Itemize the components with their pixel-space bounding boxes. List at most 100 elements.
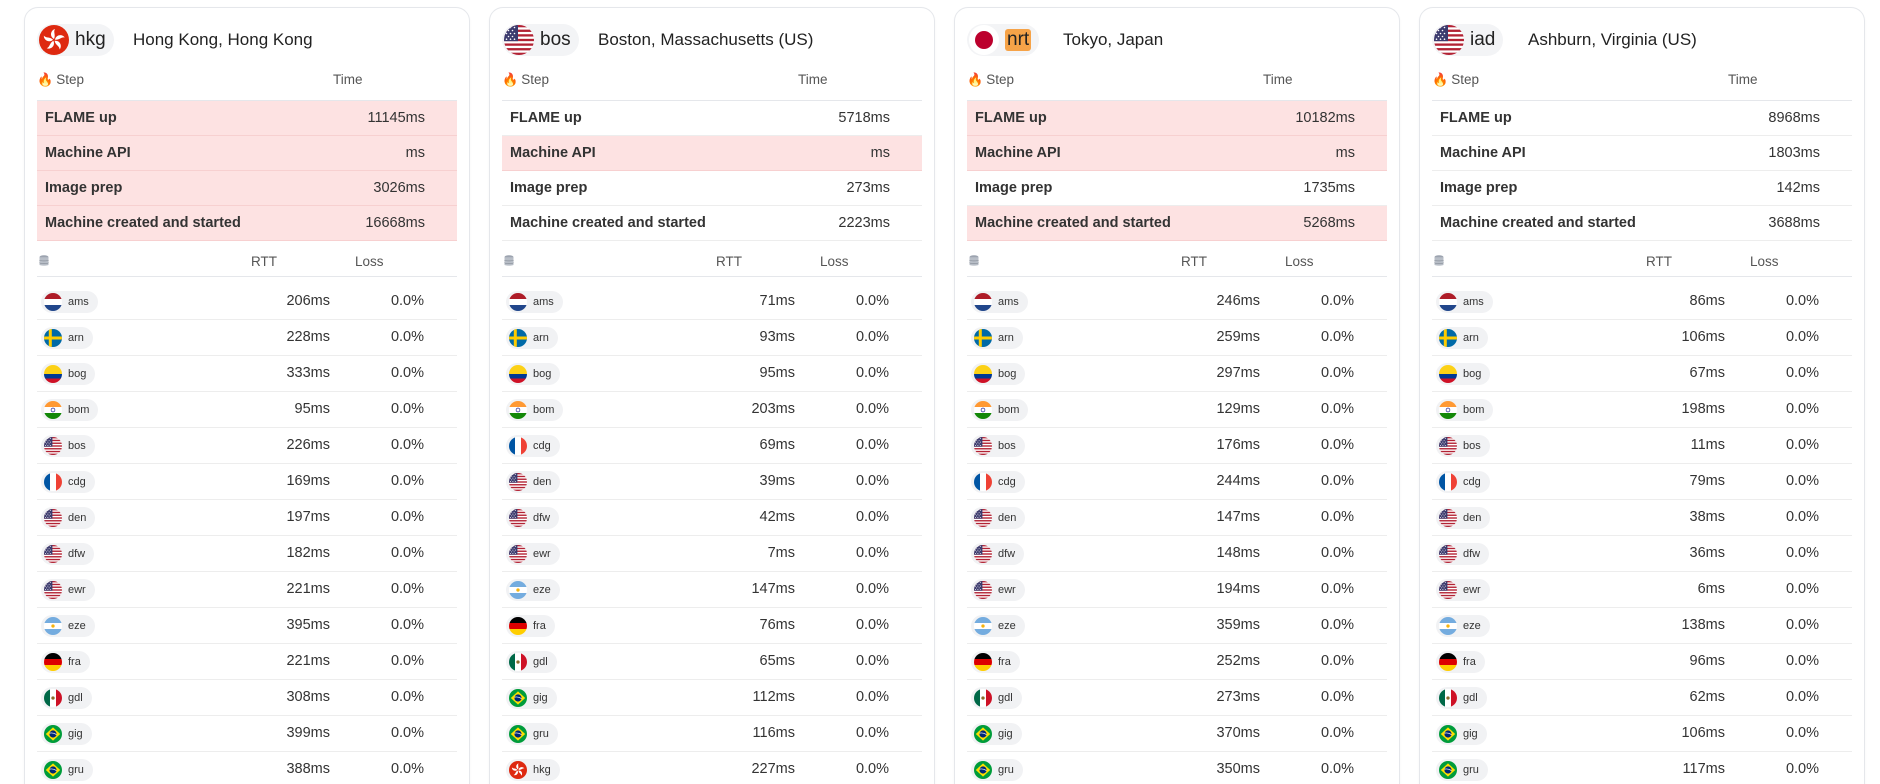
- loss-value: 0.0%: [1320, 293, 1354, 309]
- us-flag-icon: [1434, 25, 1464, 55]
- rtt-value: 297ms: [1216, 365, 1260, 381]
- target-region-badge: bos: [1436, 435, 1490, 457]
- step-time: 3688ms: [1768, 215, 1820, 231]
- step-time: 10182ms: [1295, 110, 1355, 126]
- loss-value: 0.0%: [1320, 581, 1354, 597]
- step-row-image-prep: Image prep 142ms: [1432, 171, 1852, 206]
- rtt-value: 246ms: [1216, 293, 1260, 309]
- target-region-badge: dfw: [506, 507, 560, 529]
- br-flag-icon: [44, 761, 62, 779]
- in-flag-icon: [974, 401, 992, 419]
- target-region-badge: den: [506, 471, 561, 493]
- target-region-code: gig: [533, 692, 548, 704]
- rtt-column-header: RTT: [251, 254, 277, 269]
- target-region-code: ewr: [533, 548, 551, 560]
- region-code: bos: [540, 29, 571, 50]
- mx-flag-icon: [1439, 689, 1457, 707]
- se-flag-icon: [44, 329, 62, 347]
- ping-row-ams: ams 206ms 0.0%: [37, 284, 457, 320]
- loss-value: 0.0%: [855, 329, 889, 345]
- ping-row-bos: bos 11ms 0.0%: [1432, 428, 1852, 464]
- loss-value: 0.0%: [390, 653, 424, 669]
- loss-value: 0.0%: [390, 473, 424, 489]
- target-region-code: bos: [1463, 440, 1481, 452]
- rtt-value: 62ms: [1689, 689, 1725, 705]
- ping-row-cdg: cdg 169ms 0.0%: [37, 464, 457, 500]
- ping-table-header: RTT Loss: [967, 251, 1387, 277]
- target-region-badge: bom: [506, 399, 564, 421]
- rtt-value: 117ms: [1682, 761, 1725, 777]
- rtt-value: 147ms: [1216, 509, 1260, 525]
- step-row-machine-created-and-started: Machine created and started 2223ms: [502, 206, 922, 241]
- loss-value: 0.0%: [855, 761, 889, 777]
- ping-row-arn: arn 228ms 0.0%: [37, 320, 457, 356]
- step-label: Image prep: [45, 180, 123, 196]
- target-region-badge: eze: [506, 579, 560, 601]
- rtt-value: 221ms: [286, 581, 330, 597]
- rtt-value: 65ms: [759, 653, 795, 669]
- ping-row-gig: gig 370ms 0.0%: [967, 716, 1387, 752]
- ping-row-gru: gru 117ms 0.0%: [1432, 752, 1852, 784]
- ping-row-gdl: gdl 308ms 0.0%: [37, 680, 457, 716]
- ping-row-dfw: dfw 36ms 0.0%: [1432, 536, 1852, 572]
- database-icon: [39, 255, 49, 267]
- step-label: FLAME up: [1440, 110, 1512, 126]
- target-region-code: gru: [1463, 764, 1479, 776]
- loss-value: 0.0%: [855, 293, 889, 309]
- loss-column-header: Loss: [355, 254, 384, 269]
- rtt-value: 79ms: [1689, 473, 1725, 489]
- ping-row-gig: gig 399ms 0.0%: [37, 716, 457, 752]
- steps-table: FLAME up 5718ms Machine API ms Image prep 273…: [502, 100, 922, 241]
- target-region-badge: ams: [506, 291, 563, 313]
- ping-row-ewr: ewr 7ms 0.0%: [502, 536, 922, 572]
- region-card-iad: iad Ashburn, Virginia (US) 🔥 Step Time FLAME …: [1419, 7, 1865, 784]
- us-flag-icon: [1439, 545, 1457, 563]
- target-region-badge: bom: [41, 399, 99, 421]
- ping-row-cdg: cdg 69ms 0.0%: [502, 428, 922, 464]
- target-region-code: fra: [68, 656, 81, 668]
- us-flag-icon: [509, 509, 527, 527]
- target-region-code: gdl: [1463, 692, 1478, 704]
- step-row-flame-up: FLAME up 10182ms: [967, 101, 1387, 136]
- rtt-value: 11ms: [1690, 437, 1725, 453]
- loss-value: 0.0%: [855, 473, 889, 489]
- rtt-value: 221ms: [286, 653, 330, 669]
- hk-flag-icon: [509, 761, 527, 779]
- target-region-code: fra: [998, 656, 1011, 668]
- step-label: Machine created and started: [975, 215, 1171, 231]
- card-header: hkg Hong Kong, Hong Kong: [37, 24, 457, 56]
- step-time: 2223ms: [838, 215, 890, 231]
- ping-row-dfw: dfw 182ms 0.0%: [37, 536, 457, 572]
- rtt-value: 106ms: [1681, 725, 1725, 741]
- rtt-value: 198ms: [1681, 401, 1725, 417]
- region-code: iad: [1470, 29, 1496, 50]
- fr-flag-icon: [1439, 473, 1457, 491]
- ping-row-cdg: cdg 79ms 0.0%: [1432, 464, 1852, 500]
- target-region-code: bos: [68, 440, 86, 452]
- fr-flag-icon: [974, 473, 992, 491]
- rtt-value: 244ms: [1216, 473, 1260, 489]
- rtt-value: 333ms: [286, 365, 330, 381]
- time-column-header: Time: [1263, 72, 1293, 87]
- target-region-code: ams: [1463, 296, 1484, 308]
- us-flag-icon: [974, 545, 992, 563]
- step-time: 5268ms: [1303, 215, 1355, 231]
- rtt-value: 147ms: [751, 581, 795, 597]
- ping-row-bom: bom 203ms 0.0%: [502, 392, 922, 428]
- card-header: bos Boston, Massachusetts (US): [502, 24, 922, 56]
- ping-row-bog: bog 95ms 0.0%: [502, 356, 922, 392]
- region-card-bos: bos Boston, Massachusetts (US) 🔥 Step Time FL…: [489, 7, 935, 784]
- rtt-value: 197ms: [286, 509, 330, 525]
- step-row-machine-api: Machine API ms: [502, 136, 922, 171]
- rtt-value: 227ms: [751, 761, 795, 777]
- target-region-code: gdl: [998, 692, 1013, 704]
- target-region-badge: fra: [41, 651, 90, 673]
- region-badge: hkg: [37, 24, 114, 56]
- region-name: Tokyo, Japan: [1063, 30, 1164, 49]
- se-flag-icon: [1439, 329, 1457, 347]
- target-region-code: bom: [998, 404, 1020, 416]
- ping-row-bos: bos 176ms 0.0%: [967, 428, 1387, 464]
- loss-value: 0.0%: [855, 437, 889, 453]
- loss-value: 0.0%: [1785, 401, 1819, 417]
- ping-row-fra: fra 252ms 0.0%: [967, 644, 1387, 680]
